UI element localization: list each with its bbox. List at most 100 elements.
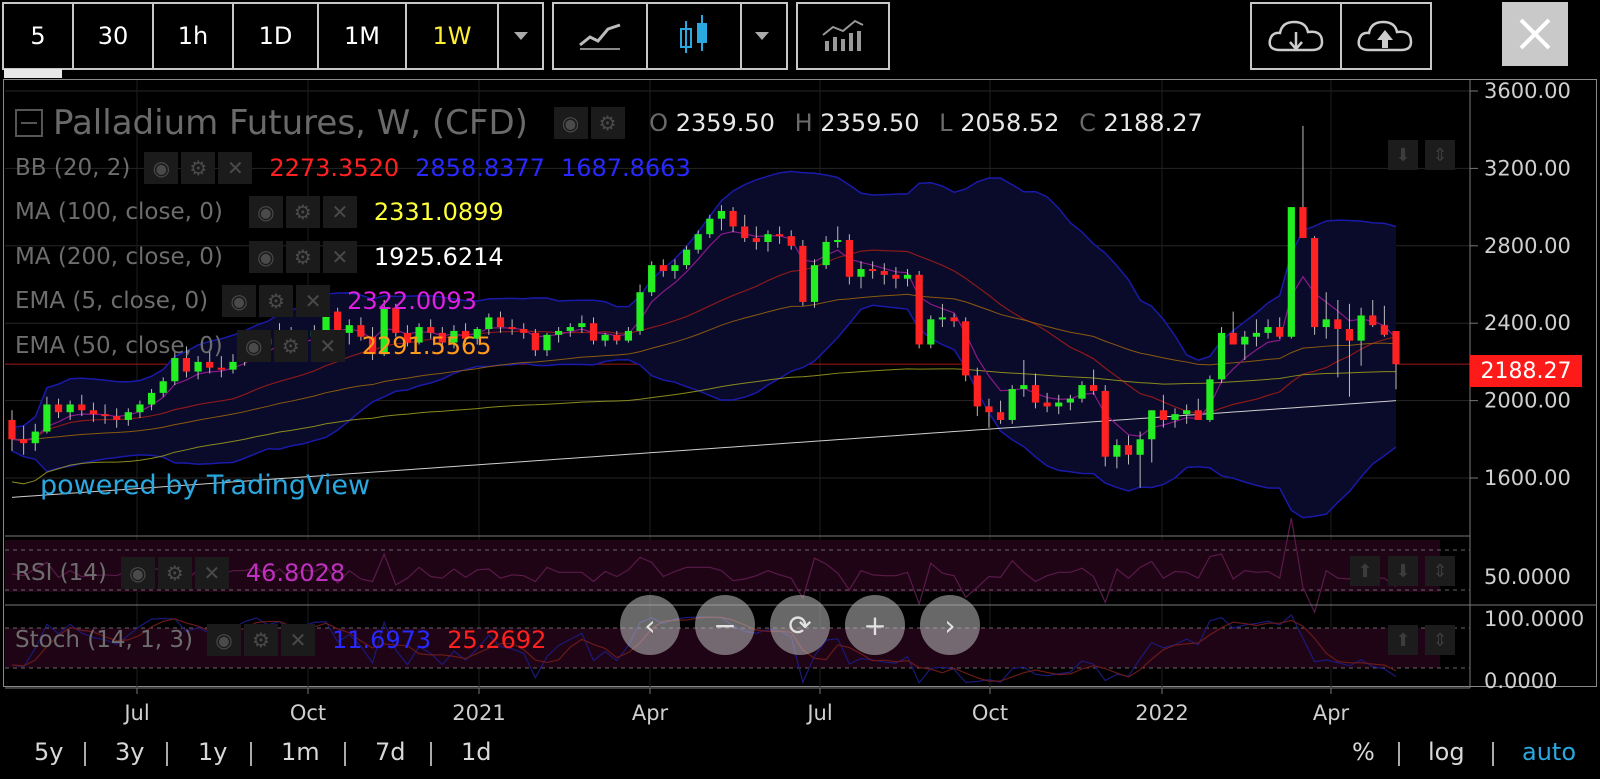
log-scale-button[interactable]: log: [1428, 738, 1465, 766]
candle-body: [415, 327, 423, 343]
percent-scale-button[interactable]: %: [1352, 738, 1375, 766]
ohlc-close-label: C: [1079, 109, 1096, 137]
interval-30-button[interactable]: 30: [74, 4, 154, 68]
range-1m-button[interactable]: 1m: [281, 738, 320, 766]
rsi-expand-button[interactable]: ⇕: [1425, 556, 1455, 586]
indicators-button[interactable]: [798, 4, 888, 68]
candle-body: [1299, 207, 1307, 239]
eye-icon[interactable]: ◉: [248, 241, 283, 273]
candle: [520, 323, 528, 339]
eye-icon[interactable]: ◉: [206, 624, 241, 656]
gear-icon[interactable]: ⚙: [157, 557, 192, 589]
eye-icon[interactable]: ◉: [222, 285, 257, 317]
stoch-expand-button[interactable]: ⇕: [1425, 625, 1455, 655]
chevron-down-icon: [513, 32, 528, 40]
cloud-upload-button[interactable]: [1342, 4, 1428, 68]
candle-body: [1113, 445, 1121, 457]
candle-chart-button[interactable]: [648, 4, 742, 68]
close-icon[interactable]: ✕: [194, 557, 229, 589]
reset-chart-button[interactable]: ⟳: [770, 595, 830, 655]
candle-body: [1345, 329, 1354, 341]
gear-icon[interactable]: ⚙: [259, 285, 294, 317]
powered-by-watermark[interactable]: powered by TradingView: [40, 470, 371, 501]
close-icon[interactable]: ✕: [322, 241, 357, 273]
expand-pane-button[interactable]: ⇕: [1425, 140, 1455, 170]
candle: [1380, 305, 1388, 337]
scroll-left-button[interactable]: ‹: [620, 595, 680, 655]
ema50-value: 2291.5565: [361, 332, 492, 360]
close-button[interactable]: [1502, 2, 1568, 66]
range-7d-button[interactable]: 7d: [375, 738, 406, 766]
gear-icon[interactable]: ⚙: [590, 107, 625, 139]
separator: [1398, 742, 1400, 766]
candle-body: [1310, 238, 1319, 328]
candle: [845, 234, 853, 285]
range-5y-button[interactable]: 5y: [34, 738, 64, 766]
zoom-in-button[interactable]: +: [845, 595, 905, 655]
separator: [344, 742, 346, 766]
eye-icon[interactable]: ◉: [236, 330, 271, 362]
stoch-move-up-button[interactable]: ⬆: [1388, 625, 1418, 655]
rsi-move-up-button[interactable]: ⬆: [1350, 556, 1380, 586]
interval-1h-button[interactable]: 1h: [154, 4, 234, 68]
range-3y-button[interactable]: 3y: [115, 738, 145, 766]
candle: [345, 319, 353, 345]
candle-body: [461, 330, 470, 339]
close-icon[interactable]: ✕: [310, 330, 345, 362]
close-icon[interactable]: ✕: [280, 624, 315, 656]
toolbar-scroll-handle[interactable]: [4, 69, 62, 78]
zoom-out-button[interactable]: −: [695, 595, 755, 655]
candle-body: [159, 381, 167, 393]
indicator-stoch: Stoch (14, 1, 3) ◉ ⚙ ✕ 11.6973 25.2692: [15, 624, 562, 656]
candle: [1078, 381, 1086, 403]
indicator-controls: ◉ ⚙ ✕: [120, 557, 232, 589]
close-icon[interactable]: ✕: [296, 285, 331, 317]
candle-body: [171, 358, 179, 382]
time-axis-label: Apr: [632, 701, 669, 725]
legend-visibility-icons[interactable]: ◉ ⚙: [553, 107, 628, 139]
gear-icon[interactable]: ⚙: [285, 196, 320, 228]
scroll-down-button[interactable]: ⬇: [1388, 140, 1418, 170]
auto-scale-button[interactable]: auto: [1522, 738, 1577, 766]
scroll-right-button[interactable]: ›: [920, 595, 980, 655]
interval-1w-button[interactable]: 1W: [407, 4, 499, 68]
candle-body: [659, 265, 667, 271]
interval-more-dropdown[interactable]: [499, 4, 542, 68]
candle-body: [636, 292, 644, 331]
cloud-download-button[interactable]: [1252, 4, 1342, 68]
collapse-legend-icon[interactable]: [15, 109, 43, 137]
candle: [869, 261, 877, 279]
indicator-ma200: MA (200, close, 0) ◉ ⚙ ✕ 1925.6214: [15, 241, 520, 273]
candle-body: [566, 327, 574, 331]
candle-body: [717, 210, 726, 219]
candle: [1369, 299, 1377, 328]
candle: [496, 311, 505, 333]
candle: [31, 423, 39, 451]
interval-1m-button[interactable]: 1M: [319, 4, 407, 68]
candle-body: [682, 249, 691, 266]
candle-body: [147, 392, 156, 405]
eye-icon[interactable]: ◉: [553, 107, 588, 139]
candle-body: [613, 334, 621, 341]
gear-icon[interactable]: ⚙: [285, 241, 320, 273]
eye-icon[interactable]: ◉: [248, 196, 283, 228]
indicators-group: [796, 2, 890, 70]
gear-icon[interactable]: ⚙: [243, 624, 278, 656]
eye-icon[interactable]: ◉: [144, 152, 179, 184]
close-icon[interactable]: ✕: [218, 152, 253, 184]
range-1d-button[interactable]: 1d: [461, 738, 492, 766]
gear-icon[interactable]: ⚙: [273, 330, 308, 362]
close-icon[interactable]: ✕: [322, 196, 357, 228]
candle: [1124, 435, 1133, 465]
gear-icon[interactable]: ⚙: [181, 152, 216, 184]
line-chart-button[interactable]: [554, 4, 648, 68]
eye-icon[interactable]: ◉: [120, 557, 155, 589]
interval-1d-button[interactable]: 1D: [234, 4, 319, 68]
rsi-move-down-button[interactable]: ⬇: [1388, 556, 1418, 586]
interval-5-button[interactable]: 5: [4, 4, 74, 68]
candle-body: [1206, 379, 1214, 420]
range-1y-button[interactable]: 1y: [198, 738, 228, 766]
chart-style-dropdown[interactable]: [742, 4, 782, 68]
ohlc-close-value: 2188.27: [1103, 109, 1203, 137]
